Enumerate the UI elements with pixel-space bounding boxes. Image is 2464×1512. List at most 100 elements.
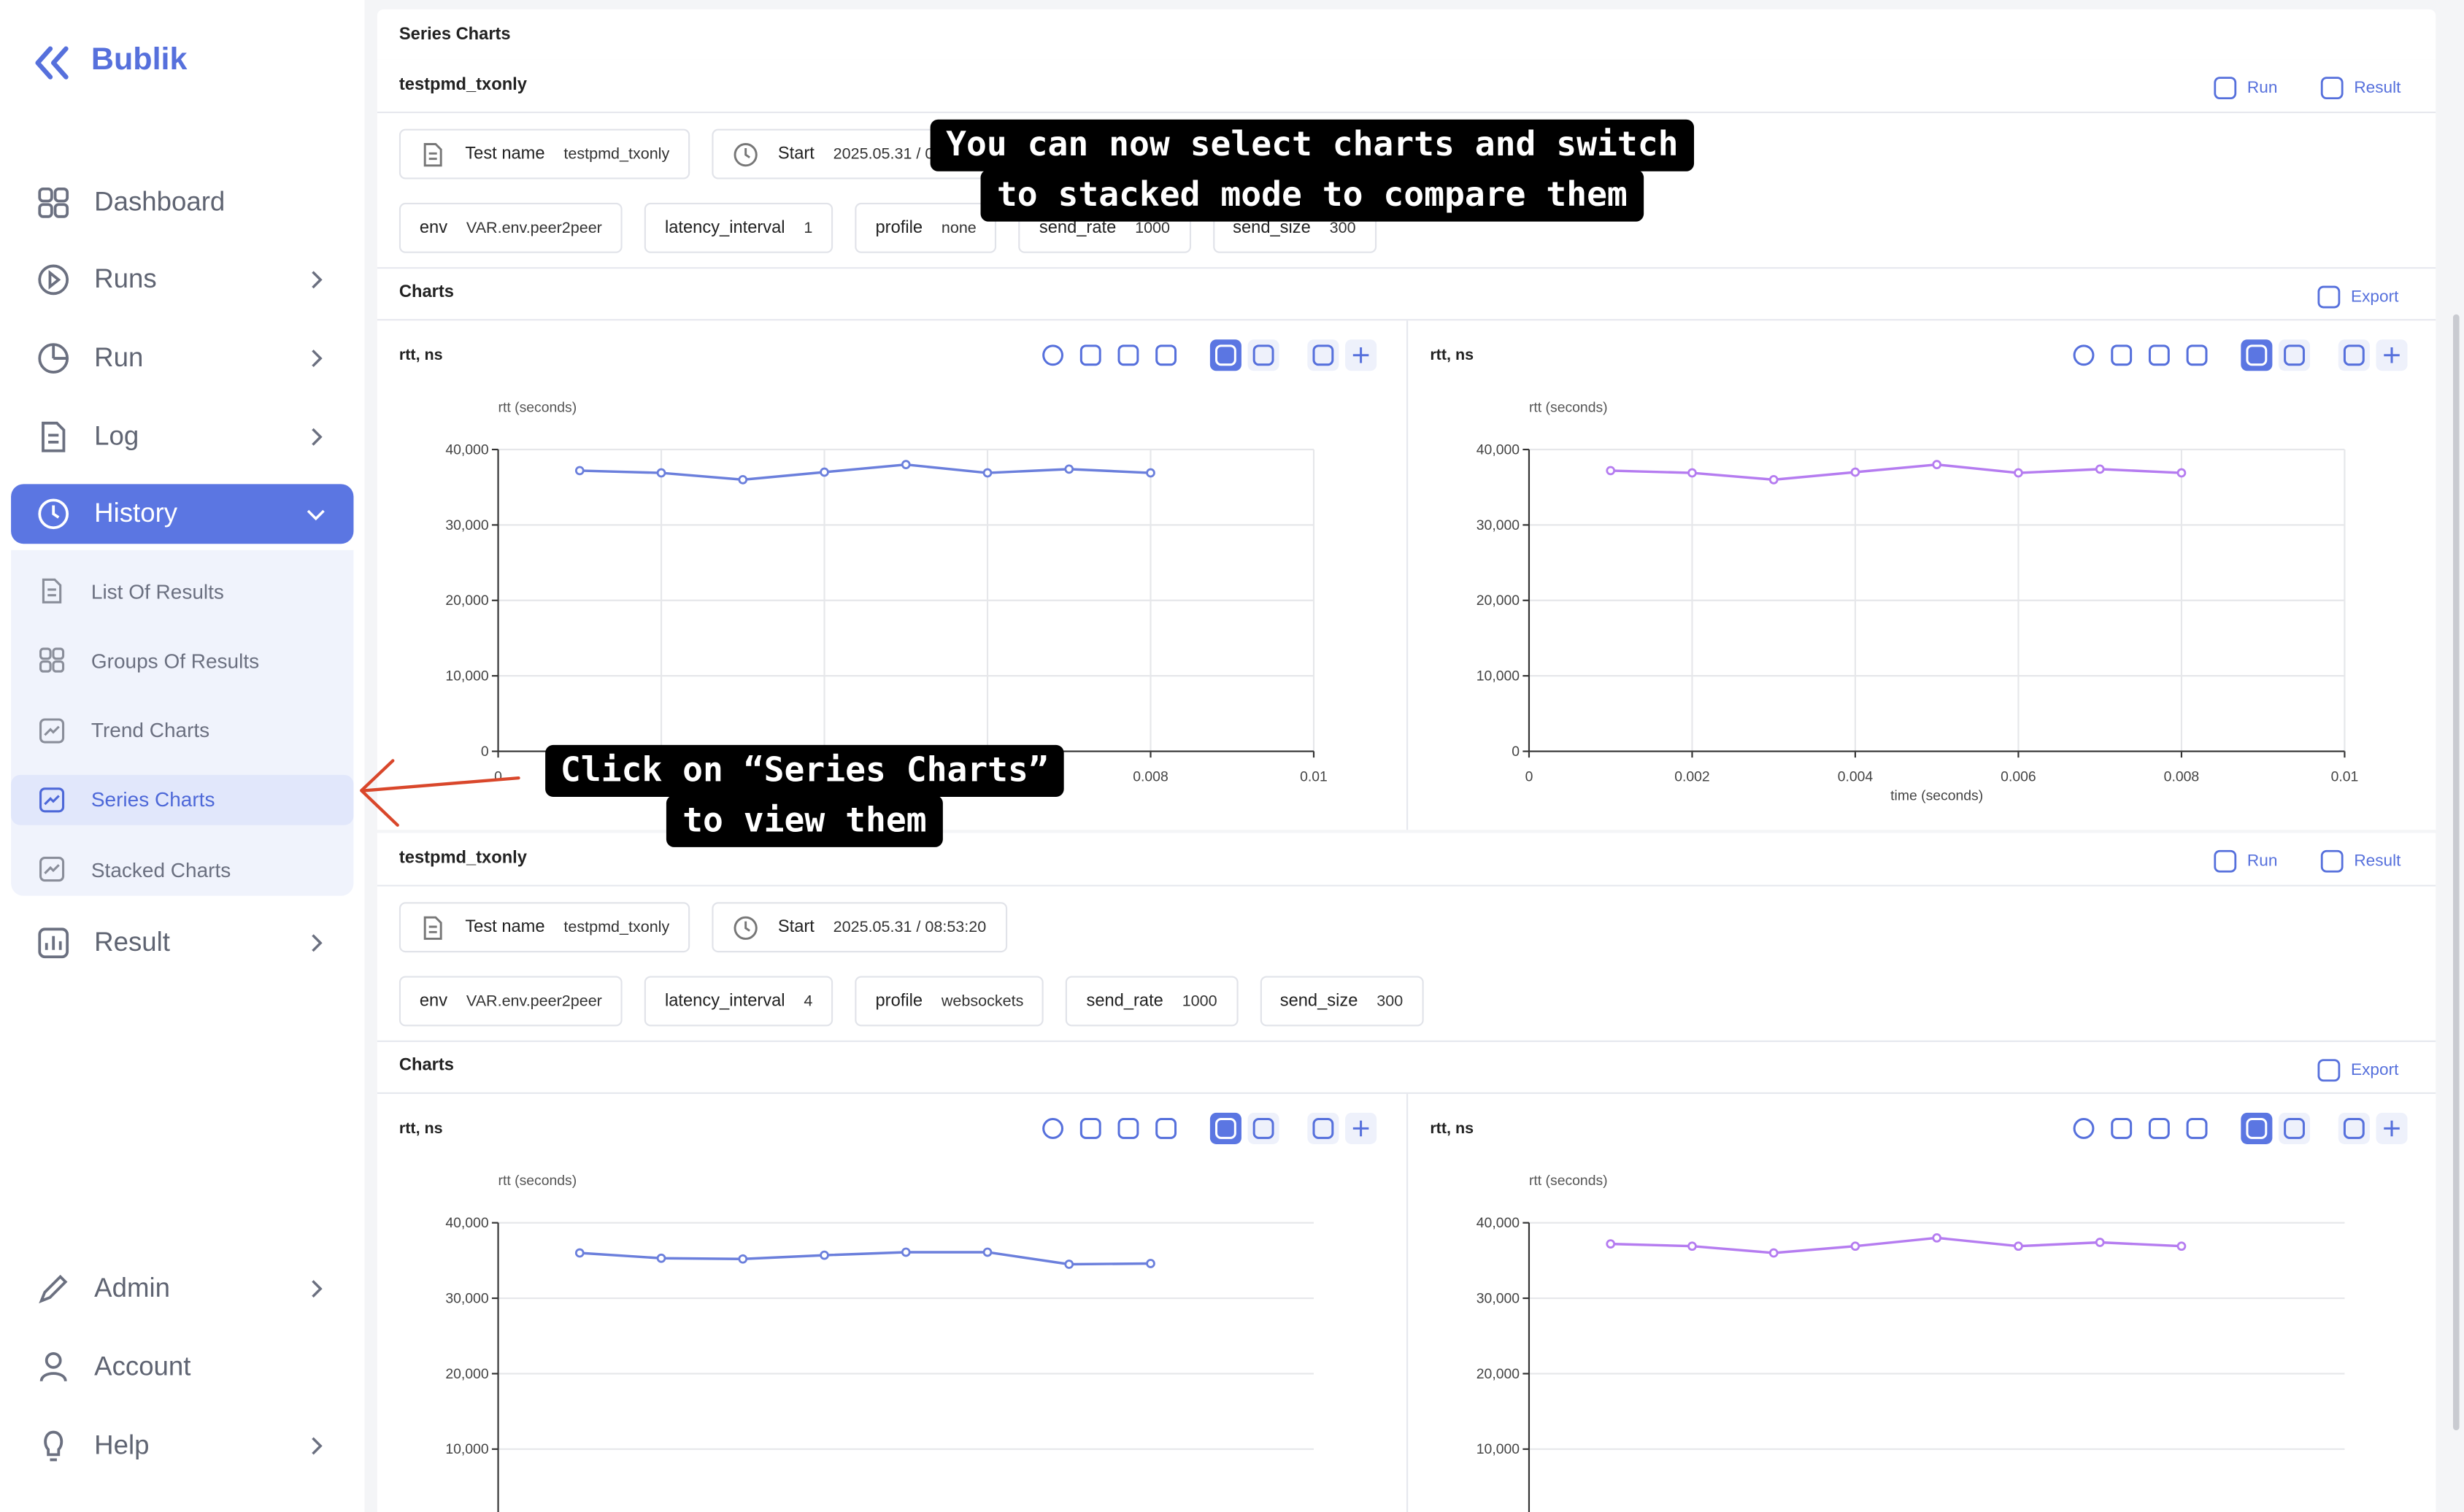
meta-row: Test name testpmd_txonly Start 2025.05.31 /…	[399, 902, 1028, 953]
annotation: You can now select charts and switch to s…	[841, 119, 1784, 222]
chevron	[312, 350, 323, 368]
icon	[42, 578, 62, 603]
toolbar-button[interactable]	[2278, 339, 2311, 371]
toolbar-button[interactable]	[1307, 1112, 1339, 1144]
chart: rtt, ns rtt (seconds) 10,000 20,000 30,000 40…	[1430, 1112, 2408, 1512]
button[interactable]: Export	[2307, 278, 2409, 316]
toolbar-button[interactable]	[1037, 339, 1069, 371]
y-tick-label: 40,000	[445, 441, 488, 458]
icon-shape	[52, 648, 65, 660]
toolbar-button[interactable]	[2106, 1113, 2137, 1144]
icon-shape	[39, 787, 65, 813]
toolbar-button[interactable]	[1075, 1113, 1106, 1144]
nav-label: Log	[94, 421, 139, 452]
toolbar-button[interactable]	[2278, 1112, 2311, 1144]
toolbar-button[interactable]	[2068, 1113, 2099, 1144]
param-key: latency_interval	[664, 992, 785, 1011]
button[interactable]: Result	[2310, 842, 2410, 880]
toolbar-button[interactable]	[2144, 339, 2175, 371]
toolbar-button[interactable]	[1307, 339, 1339, 371]
toolbar-icon	[2148, 344, 2170, 366]
icon-shape	[734, 142, 758, 166]
nav-item[interactable]: Result	[11, 913, 353, 973]
icon-shape	[39, 857, 65, 882]
icon	[44, 1430, 63, 1462]
button-icon	[2320, 849, 2344, 873]
data-point	[574, 1248, 585, 1258]
toolbar-button[interactable]	[2241, 1112, 2273, 1144]
data-point	[2095, 464, 2105, 474]
icon-shape	[42, 421, 66, 452]
annotation-arrow	[360, 759, 520, 827]
chevron-shape	[312, 1437, 323, 1455]
data-point	[901, 460, 911, 470]
data-point	[738, 1254, 748, 1264]
toolbar-button[interactable]	[1112, 1113, 1144, 1144]
nav-item[interactable]: Help	[11, 1416, 353, 1476]
button[interactable]: Result	[2310, 69, 2410, 107]
toolbar-button[interactable]	[1209, 339, 1241, 371]
toolbar-button[interactable]	[2338, 1112, 2370, 1144]
icon-shape	[744, 147, 750, 158]
chart-title: rtt, ns	[399, 1119, 443, 1137]
toolbar-icon	[1155, 1117, 1177, 1139]
toolbar-button[interactable]	[1150, 1113, 1182, 1144]
toolbar-icon	[1352, 347, 1369, 363]
icon-shape	[38, 498, 69, 530]
meta-key: Start	[777, 917, 815, 937]
toolbar-button[interactable]	[1247, 1112, 1279, 1144]
param-value: 1	[804, 219, 813, 237]
data-point	[2014, 468, 2023, 478]
nav-item[interactable]: History	[11, 484, 354, 544]
submenu-item[interactable]: Series Charts	[11, 774, 354, 825]
nav-item[interactable]: Account	[11, 1338, 353, 1397]
button-icon-shape	[2214, 77, 2237, 100]
brand[interactable]: Bublik	[91, 42, 188, 77]
toolbar-button[interactable]	[1150, 339, 1182, 371]
toolbar-button[interactable]	[1112, 339, 1144, 371]
icon-shape	[423, 142, 442, 166]
toolbar-button[interactable]	[1075, 339, 1106, 371]
nav-label: Runs	[94, 263, 157, 294]
button-icon-shape	[2320, 77, 2344, 100]
nav-item[interactable]: Admin	[11, 1259, 353, 1319]
toolbar-button[interactable]	[2106, 339, 2137, 371]
button[interactable]: Run	[2203, 842, 2287, 880]
x-tick-label: 0	[1525, 768, 1533, 784]
submenu-item[interactable]: Trend Charts	[11, 705, 353, 755]
toolbar-icon	[2384, 1120, 2400, 1137]
param-chip: latency_interval 1	[644, 202, 833, 253]
submenu-item[interactable]: Stacked Charts	[11, 844, 353, 895]
toolbar-button[interactable]	[2182, 339, 2213, 371]
submenu-item[interactable]: Groups Of Results	[11, 636, 353, 686]
param-key: send_size	[1233, 218, 1311, 238]
nav-item[interactable]: Runs	[11, 250, 353, 309]
meta-chip: Test name testpmd_txonly	[399, 902, 690, 953]
nav-item[interactable]: Log	[11, 407, 353, 467]
toolbar-button[interactable]	[2241, 339, 2273, 371]
icon-shape	[38, 187, 53, 203]
toolbar-button[interactable]	[1037, 1113, 1069, 1144]
data-point	[1932, 460, 1942, 470]
icon	[38, 927, 69, 959]
submenu-item[interactable]: List Of Results	[11, 566, 353, 616]
icon-shape	[38, 264, 69, 296]
toolbar-button[interactable]	[1247, 339, 1279, 371]
nav-item[interactable]: Run	[11, 328, 353, 388]
y-axis-label: rtt (seconds)	[1529, 1173, 1608, 1189]
series-line	[1610, 1236, 2182, 1254]
button[interactable]: Run	[2203, 69, 2287, 107]
toolbar-button[interactable]	[2068, 339, 2099, 371]
toolbar-button[interactable]	[2338, 339, 2370, 371]
scrollbar[interactable]	[2452, 314, 2460, 1430]
nav-item[interactable]: Dashboard	[11, 173, 353, 233]
button[interactable]: Export	[2307, 1052, 2409, 1089]
y-tick-label: 20,000	[1477, 1366, 1520, 1382]
icon	[39, 1274, 68, 1304]
toolbar-button[interactable]	[2144, 1113, 2175, 1144]
y-tick-label: 0	[481, 744, 489, 760]
toolbar-button[interactable]	[1209, 1112, 1241, 1144]
toolbar-button[interactable]	[2182, 1113, 2213, 1144]
y-tick-label: 30,000	[445, 517, 488, 533]
